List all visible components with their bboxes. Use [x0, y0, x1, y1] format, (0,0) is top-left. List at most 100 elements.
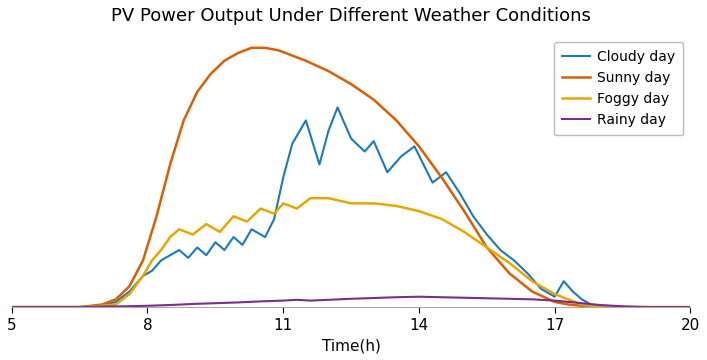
Foggy day: [551, 292, 559, 296]
Cloudy day: [139, 274, 147, 278]
Sunny day: [619, 305, 627, 309]
Cloudy day: [333, 105, 341, 109]
Cloudy day: [568, 289, 577, 294]
Sunny day: [564, 302, 573, 307]
Cloudy day: [428, 180, 437, 185]
Sunny day: [370, 98, 378, 102]
Foggy day: [139, 274, 147, 278]
Cloudy day: [347, 136, 356, 141]
Rainy day: [619, 304, 627, 309]
Foggy day: [76, 305, 84, 309]
Cloudy day: [202, 253, 211, 257]
Sunny day: [686, 305, 695, 309]
Foggy day: [415, 209, 423, 213]
Cloudy day: [247, 227, 256, 231]
Sunny day: [438, 175, 446, 180]
Cloudy day: [229, 235, 238, 239]
Cloudy day: [559, 279, 568, 283]
Rainy day: [483, 296, 491, 301]
Sunny day: [139, 258, 147, 262]
Rainy day: [166, 303, 175, 307]
Sunny day: [641, 305, 650, 309]
Rainy day: [551, 298, 559, 303]
Rainy day: [370, 296, 378, 300]
Foggy day: [392, 204, 401, 208]
Foggy day: [564, 297, 573, 301]
Cloudy day: [397, 154, 405, 159]
Sunny day: [325, 69, 333, 73]
Cloudy day: [166, 253, 175, 257]
Cloudy day: [523, 271, 532, 275]
Sunny day: [98, 302, 107, 307]
Foggy day: [506, 261, 514, 265]
Sunny day: [247, 46, 256, 50]
Cloudy day: [279, 175, 288, 180]
Foggy day: [175, 227, 183, 231]
Cloudy day: [98, 303, 107, 308]
Foggy day: [325, 196, 333, 201]
Foggy day: [112, 302, 120, 307]
Rainy day: [578, 301, 586, 305]
Rainy day: [211, 301, 220, 305]
Foggy day: [279, 201, 288, 206]
Foggy day: [641, 305, 650, 309]
Cloudy day: [238, 243, 247, 247]
Foggy day: [460, 230, 469, 234]
Sunny day: [392, 118, 401, 122]
Cloudy day: [8, 305, 16, 309]
Cloudy day: [510, 258, 518, 262]
Line: Cloudy day: Cloudy day: [12, 107, 645, 307]
Rainy day: [144, 303, 152, 308]
Foggy day: [596, 305, 604, 309]
Foggy day: [293, 206, 301, 211]
Rainy day: [596, 303, 604, 307]
Cloudy day: [383, 170, 392, 174]
Foggy day: [578, 302, 586, 307]
Cloudy day: [410, 144, 419, 148]
Sunny day: [288, 53, 296, 58]
Rainy day: [306, 298, 315, 303]
Rainy day: [506, 297, 514, 301]
Cloudy day: [220, 248, 228, 252]
Cloudy day: [175, 248, 183, 252]
Cloudy day: [325, 129, 333, 133]
Cloudy day: [76, 305, 84, 309]
Cloudy day: [112, 300, 120, 304]
Sunny day: [8, 305, 16, 309]
Sunny day: [302, 59, 310, 63]
Rainy day: [415, 294, 423, 299]
Foggy day: [270, 212, 279, 216]
Rainy day: [121, 304, 129, 309]
Legend: Cloudy day, Sunny day, Foggy day, Rainy day: Cloudy day, Sunny day, Foggy day, Rainy …: [554, 42, 684, 135]
Cloudy day: [641, 305, 650, 309]
Sunny day: [152, 214, 160, 219]
X-axis label: Time(h): Time(h): [322, 338, 380, 353]
Foggy day: [125, 292, 134, 296]
Cloudy day: [496, 248, 505, 252]
Foggy day: [306, 196, 315, 201]
Foggy day: [98, 303, 107, 308]
Cloudy day: [148, 269, 156, 273]
Foggy day: [438, 217, 446, 221]
Sunny day: [180, 118, 188, 122]
Foggy day: [166, 235, 175, 239]
Cloudy day: [587, 302, 595, 307]
Foggy day: [148, 258, 156, 262]
Sunny day: [261, 46, 269, 50]
Cloudy day: [261, 235, 269, 239]
Cloudy day: [211, 240, 220, 244]
Rainy day: [76, 305, 84, 309]
Rainy day: [564, 300, 573, 304]
Foggy day: [619, 305, 627, 309]
Title: PV Power Output Under Different Weather Conditions: PV Power Output Under Different Weather …: [111, 7, 591, 25]
Sunny day: [460, 209, 469, 213]
Cloudy day: [442, 170, 450, 174]
Cloudy day: [469, 214, 477, 219]
Sunny day: [206, 72, 215, 76]
Foggy day: [189, 232, 197, 237]
Cloudy day: [302, 118, 310, 122]
Cloudy day: [483, 232, 491, 237]
Line: Sunny day: Sunny day: [12, 48, 691, 307]
Cloudy day: [619, 305, 627, 309]
Sunny day: [596, 305, 604, 309]
